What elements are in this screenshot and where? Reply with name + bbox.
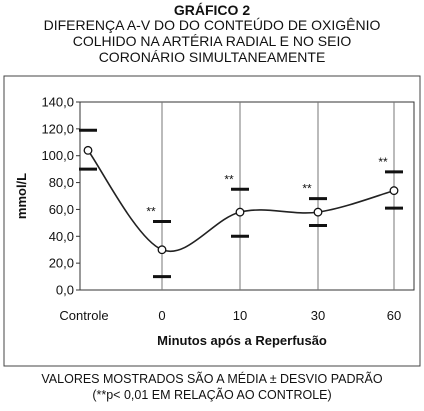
- y-tick-label: 0,0: [56, 283, 74, 298]
- y-tick-label: 20,0: [49, 256, 74, 271]
- significance-marker: **: [302, 182, 312, 196]
- y-tick-label: 100,0: [41, 148, 74, 163]
- data-point: [157, 245, 167, 255]
- significance-marker: **: [224, 172, 234, 186]
- x-tick-label: Controle: [59, 308, 108, 323]
- x-tick-label: 0: [158, 308, 165, 323]
- plot-area: [79, 101, 415, 291]
- chart-subtitle-line-2: COLHIDO NA ARTÉRIA RADIAL E NO SEIO: [72, 33, 352, 49]
- series-line: [87, 149, 395, 253]
- y-tick-label: 80,0: [49, 175, 74, 190]
- footnote-line-2: (**p< 0,01 EM RELAÇÃO AO CONTROLE): [92, 388, 332, 402]
- data-point: [389, 186, 399, 196]
- y-tick-label: 120,0: [41, 121, 74, 136]
- significance-marker: **: [146, 205, 156, 219]
- significance-marker: **: [378, 155, 388, 169]
- data-point: [313, 207, 323, 217]
- x-axis-label: Minutos após a Reperfusão: [157, 333, 327, 348]
- chart-frame: [3, 75, 421, 367]
- y-tick-label: 60,0: [49, 202, 74, 217]
- chart-title: GRÁFICO 2: [173, 2, 251, 18]
- chart-subtitle-line-1: DIFERENÇA A-V DO DO CONTEÚDO DE OXIGÊNIO: [43, 17, 381, 33]
- y-tick-label: 140,0: [41, 95, 74, 110]
- footnote-line-1: VALORES MOSTRADOS SÃO A MÉDIA ± DESVIO P…: [41, 372, 383, 386]
- y-tick-label: 40,0: [49, 229, 74, 244]
- y-axis-label: mmol/L: [14, 173, 29, 219]
- x-tick-label: 60: [387, 308, 401, 323]
- data-point: [235, 207, 245, 217]
- x-tick-label: 30: [311, 308, 325, 323]
- data-point: [83, 145, 93, 155]
- x-tick-label: 10: [233, 308, 247, 323]
- chart-subtitle-line-3: CORONÁRIO SIMULTANEAMENTE: [98, 49, 326, 65]
